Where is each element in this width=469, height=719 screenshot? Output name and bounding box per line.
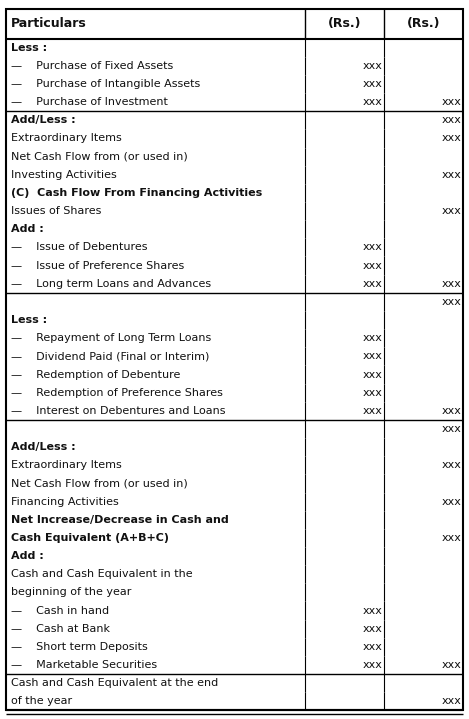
Text: —    Issue of Preference Shares: — Issue of Preference Shares (11, 260, 184, 270)
Text: —    Purchase of Intangible Assets: — Purchase of Intangible Assets (11, 79, 200, 89)
Text: xxx: xxx (441, 170, 461, 180)
Text: xxx: xxx (441, 279, 461, 289)
Text: xxx: xxx (363, 352, 382, 362)
Text: xxx: xxx (363, 642, 382, 652)
Text: —    Dividend Paid (Final or Interim): — Dividend Paid (Final or Interim) (11, 352, 209, 362)
Text: (C)  Cash Flow From Financing Activities: (C) Cash Flow From Financing Activities (11, 188, 262, 198)
Text: xxx: xxx (363, 260, 382, 270)
Text: xxx: xxx (441, 460, 461, 470)
Text: beginning of the year: beginning of the year (11, 587, 131, 597)
Text: xxx: xxx (441, 134, 461, 144)
Text: —    Cash at Bank: — Cash at Bank (11, 623, 110, 633)
Text: Investing Activities: Investing Activities (11, 170, 116, 180)
Text: Add :: Add : (11, 551, 43, 561)
Text: Add/Less :: Add/Less : (11, 442, 75, 452)
Text: —    Interest on Debentures and Loans: — Interest on Debentures and Loans (11, 406, 225, 416)
Text: Cash and Cash Equivalent in the: Cash and Cash Equivalent in the (11, 569, 192, 580)
Text: Financing Activities: Financing Activities (11, 497, 118, 507)
Text: —    Redemption of Debenture: — Redemption of Debenture (11, 370, 180, 380)
Text: Cash Equivalent (A+B+C): Cash Equivalent (A+B+C) (11, 533, 169, 543)
Text: Particulars: Particulars (11, 17, 86, 30)
Text: Net Cash Flow from (or used in): Net Cash Flow from (or used in) (11, 478, 188, 488)
Text: Net Cash Flow from (or used in): Net Cash Flow from (or used in) (11, 152, 188, 162)
Text: xxx: xxx (441, 97, 461, 107)
Text: —    Purchase of Investment: — Purchase of Investment (11, 97, 167, 107)
Text: —    Purchase of Fixed Assets: — Purchase of Fixed Assets (11, 61, 173, 71)
Text: xxx: xxx (363, 406, 382, 416)
Text: xxx: xxx (363, 333, 382, 343)
Text: Less :: Less : (11, 42, 47, 52)
Text: xxx: xxx (441, 696, 461, 706)
Text: Cash and Cash Equivalent at the end: Cash and Cash Equivalent at the end (11, 678, 218, 688)
Text: xxx: xxx (363, 623, 382, 633)
Text: (Rs.): (Rs.) (407, 17, 440, 30)
Text: —    Redemption of Preference Shares: — Redemption of Preference Shares (11, 388, 222, 398)
Text: Issues of Shares: Issues of Shares (11, 206, 101, 216)
Text: —    Issue of Debentures: — Issue of Debentures (11, 242, 147, 252)
Text: —    Cash in hand: — Cash in hand (11, 605, 109, 615)
Text: Extraordinary Items: Extraordinary Items (11, 460, 121, 470)
Text: Net Increase/Decrease in Cash and: Net Increase/Decrease in Cash and (11, 515, 228, 525)
Text: —    Long term Loans and Advances: — Long term Loans and Advances (11, 279, 211, 289)
Text: Add/Less :: Add/Less : (11, 115, 75, 125)
Text: xxx: xxx (441, 115, 461, 125)
Text: (Rs.): (Rs.) (328, 17, 362, 30)
Text: xxx: xxx (363, 279, 382, 289)
Text: xxx: xxx (363, 97, 382, 107)
Text: —    Marketable Securities: — Marketable Securities (11, 660, 157, 670)
Text: xxx: xxx (363, 79, 382, 89)
Text: —    Repayment of Long Term Loans: — Repayment of Long Term Loans (11, 333, 211, 343)
Text: —    Short term Deposits: — Short term Deposits (11, 642, 147, 652)
Text: xxx: xxx (441, 297, 461, 307)
Text: xxx: xxx (441, 497, 461, 507)
Text: xxx: xxx (363, 370, 382, 380)
Text: xxx: xxx (441, 424, 461, 434)
Text: xxx: xxx (441, 406, 461, 416)
Text: xxx: xxx (363, 61, 382, 71)
Text: xxx: xxx (441, 660, 461, 670)
Text: xxx: xxx (363, 388, 382, 398)
Text: Add :: Add : (11, 224, 43, 234)
Text: xxx: xxx (441, 533, 461, 543)
Text: of the year: of the year (11, 696, 72, 706)
Text: Less :: Less : (11, 315, 47, 325)
Text: xxx: xxx (363, 242, 382, 252)
Text: xxx: xxx (363, 605, 382, 615)
Text: xxx: xxx (441, 206, 461, 216)
Text: xxx: xxx (363, 660, 382, 670)
Text: Extraordinary Items: Extraordinary Items (11, 134, 121, 144)
